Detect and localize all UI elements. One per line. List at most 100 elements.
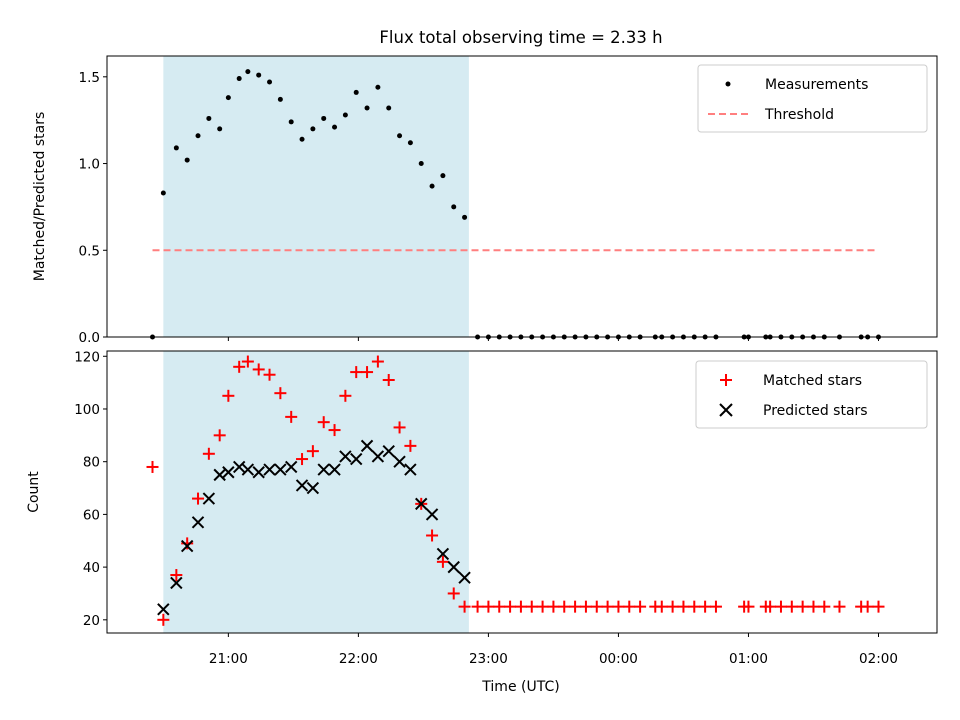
- matched-star-point: [296, 453, 309, 466]
- matched-star-point: [612, 600, 625, 613]
- legend-predicted-label: Predicted stars: [763, 403, 868, 419]
- measurement-point: [375, 84, 381, 90]
- matched-star-point: [371, 355, 384, 368]
- predicted-star-point: [425, 508, 439, 521]
- legend-measurements-label: Measurements: [765, 77, 868, 93]
- matched-star-point: [306, 445, 319, 458]
- top-plot-frame: [106, 55, 938, 338]
- predicted-star-point: [222, 466, 235, 479]
- bottom-y-tick-label: 40: [83, 560, 100, 576]
- matched-star-point: [525, 600, 538, 613]
- predicted-star-point: [447, 560, 460, 574]
- legend-matched-label: Matched stars: [763, 373, 862, 389]
- matched-star-point: [252, 363, 265, 376]
- x-tick-label: 00:00: [599, 651, 638, 667]
- matched-star-point: [192, 492, 205, 505]
- matched-star-point: [764, 600, 777, 613]
- matched-star-point: [482, 600, 495, 613]
- matched-star-point: [263, 368, 276, 381]
- measurement-point: [397, 133, 403, 139]
- matched-star-point: [818, 600, 831, 613]
- measurement-point: [173, 145, 179, 151]
- bottom-y-tick-label: 80: [83, 455, 100, 471]
- predicted-star-point: [274, 463, 287, 476]
- matched-star-point: [404, 439, 417, 452]
- measurement-point: [386, 105, 392, 111]
- matched-star-point: [233, 360, 246, 373]
- predicted-star-point: [241, 463, 255, 476]
- matched-star-point: [146, 460, 159, 473]
- matched-star-point: [382, 373, 395, 386]
- legend-threshold-label: Threshold: [764, 107, 834, 123]
- matched-star-point: [504, 600, 517, 613]
- predicted-star-point: [360, 439, 374, 453]
- measurement-point: [462, 214, 468, 220]
- measurement-point: [418, 161, 424, 167]
- predicted-stars-points: [157, 439, 471, 616]
- predicted-star-point: [232, 460, 246, 474]
- predicted-star-point: [393, 455, 406, 468]
- matched-star-point: [558, 600, 571, 613]
- x-tick-label: 02:00: [859, 651, 898, 667]
- matched-star-point: [634, 600, 647, 613]
- matched-star-point: [688, 600, 701, 613]
- matched-star-point: [699, 600, 712, 613]
- matched-star-point: [447, 587, 460, 600]
- measurement-point: [440, 173, 446, 179]
- measurement-point: [217, 126, 223, 132]
- matched-star-point: [709, 600, 722, 613]
- bottom-panel: 20 40 60 80 100 120 21:00 22:00 23:00 00:00 01:00…: [26, 349, 938, 695]
- predicted-star-point: [415, 497, 428, 511]
- legend-predicted-marker: [719, 403, 733, 417]
- measurement-point: [160, 190, 166, 196]
- matched-star-point: [285, 410, 298, 423]
- predicted-star-point: [180, 539, 194, 553]
- measurement-point: [342, 112, 348, 118]
- top-y-tick-label: 1.0: [79, 157, 100, 173]
- predicted-star-point: [252, 466, 265, 479]
- matched-star-point: [213, 429, 226, 442]
- matched-star-point: [170, 569, 183, 582]
- measurement-point: [184, 157, 190, 163]
- matched-star-point: [274, 387, 287, 400]
- bottom-x-ticks: 21:00 22:00 23:00 00:00 01:00 02:00: [209, 633, 898, 667]
- bottom-y-tick-label: 60: [83, 507, 100, 523]
- matched-star-point: [202, 447, 215, 460]
- matched-star-point: [861, 600, 874, 613]
- measurement-point: [332, 124, 338, 130]
- bottom-legend: Matched stars Predicted stars: [695, 360, 928, 429]
- matched-star-point: [742, 600, 755, 613]
- matched-star-point: [426, 529, 439, 542]
- matched-star-point: [785, 600, 798, 613]
- matched-star-point: [536, 600, 549, 613]
- matched-star-point: [807, 600, 820, 613]
- predicted-star-point: [339, 450, 352, 463]
- bottom-y-ticks: 20 40 60 80 100 120: [74, 349, 107, 629]
- matched-star-point: [677, 600, 690, 613]
- measurement-point: [225, 95, 231, 101]
- matched-star-point: [436, 555, 449, 568]
- matched-star-point: [514, 600, 527, 613]
- measurement-point: [407, 140, 413, 146]
- predicted-star-point: [191, 516, 205, 529]
- predicted-star-point: [170, 576, 183, 590]
- predicted-star-point: [213, 468, 226, 482]
- matched-star-point: [317, 416, 330, 429]
- matched-star-point: [655, 600, 668, 613]
- bottom-y-axis-label: Count: [26, 471, 42, 513]
- bottom-plot-frame: [106, 350, 938, 634]
- predicted-star-point: [295, 479, 309, 492]
- measurement-point: [256, 72, 262, 78]
- matched-star-point: [157, 613, 170, 626]
- measurement-point: [245, 69, 251, 75]
- x-tick-label: 01:00: [729, 651, 768, 667]
- matched-star-point: [458, 600, 471, 613]
- x-tick-label: 21:00: [209, 651, 248, 667]
- matched-star-point: [833, 600, 846, 613]
- predicted-star-point: [328, 463, 341, 476]
- matched-star-point: [601, 600, 614, 613]
- matched-star-point: [222, 389, 235, 402]
- measurement-point: [236, 76, 242, 82]
- predicted-star-point: [263, 463, 276, 476]
